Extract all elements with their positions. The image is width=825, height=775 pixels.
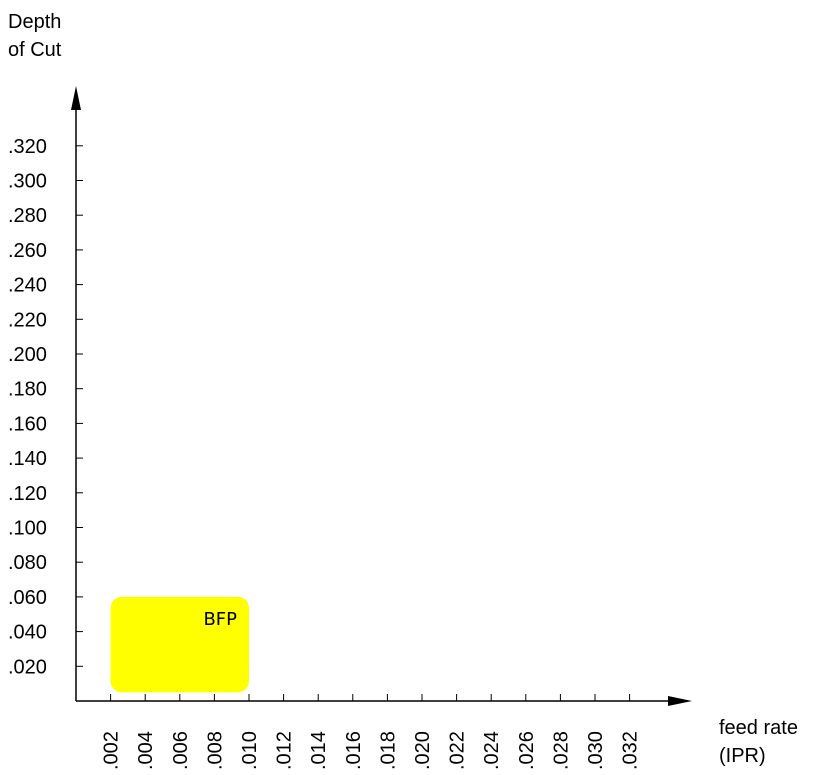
y-tick-label: .320 [8, 136, 47, 158]
x-tick-label: .002 [101, 731, 123, 770]
y-tick-label: .140 [8, 448, 47, 470]
y-tick-label: .020 [8, 656, 47, 678]
y-tick-label: .160 [8, 413, 47, 435]
region-label: BFP [203, 609, 237, 630]
x-axis-title-line-1: feed rate [719, 717, 798, 739]
x-tick-label: .014 [308, 731, 330, 770]
x-tick-label: .016 [343, 731, 365, 770]
y-tick-label: .200 [8, 344, 47, 366]
y-tick-label: .180 [8, 379, 47, 401]
x-tick-label: .006 [170, 731, 192, 770]
x-tick-label: .020 [412, 731, 434, 770]
y-tick-label: .300 [8, 171, 47, 193]
x-tick-label: .008 [204, 731, 226, 770]
region-bfp [110, 596, 249, 693]
x-tick-label: .004 [135, 731, 157, 770]
y-tick-label: .060 [8, 587, 47, 609]
x-tick-label: .018 [377, 731, 399, 770]
x-tick-label: .026 [516, 731, 538, 770]
x-tick-group: .002 .004 .006 .008 .010 .012 .014 .016 .018 .020… [101, 694, 642, 770]
x-tick-label: .012 [274, 731, 296, 770]
y-axis-arrow [71, 86, 81, 110]
y-tick-label: .240 [8, 275, 47, 297]
x-tick-label: .028 [550, 731, 572, 770]
x-tick-label: .024 [481, 731, 503, 770]
x-axis-arrow [668, 696, 692, 706]
x-tick-label: .032 [620, 731, 642, 770]
y-axis-title-line-1: Depth [8, 11, 61, 33]
y-tick-label: .120 [8, 483, 47, 505]
x-tick-label: .030 [585, 731, 607, 770]
y-tick-label: .280 [8, 205, 47, 227]
y-tick-label: .040 [8, 622, 47, 644]
y-tick-label: .100 [8, 518, 47, 540]
x-tick-label: .022 [447, 731, 469, 770]
x-tick-label: .010 [239, 731, 261, 770]
y-tick-label: .080 [8, 552, 47, 574]
region-group: BFP [110, 596, 249, 693]
y-tick-label: .220 [8, 309, 47, 331]
y-axis-title-line-2: of Cut [8, 39, 62, 61]
y-tick-group: .020 .040 .060 .080 .100 .120 .140 .160 .180 .200… [8, 136, 83, 678]
y-tick-label: .260 [8, 240, 47, 262]
x-axis-title-line-2: (IPR) [719, 745, 766, 767]
